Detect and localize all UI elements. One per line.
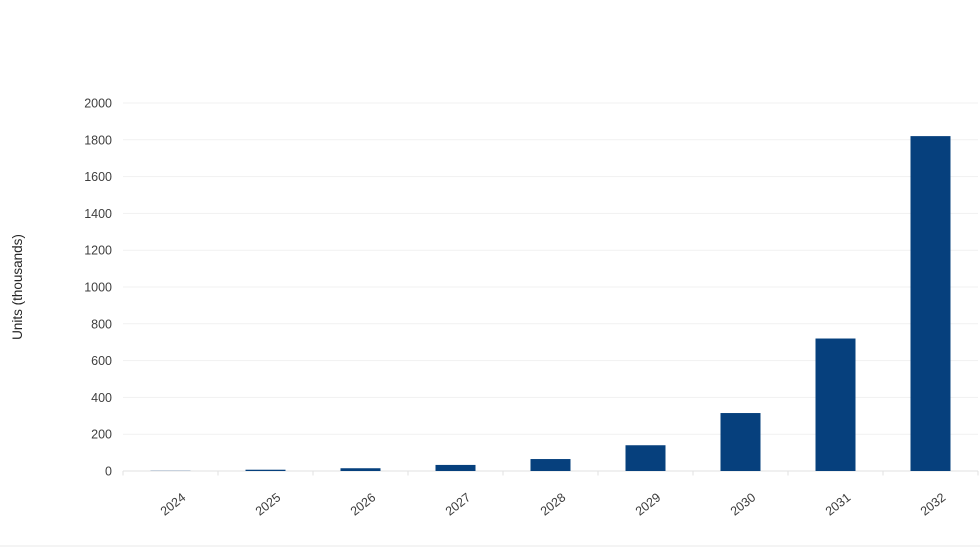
y-tick-label-1000: 1000: [84, 281, 112, 295]
y-tick-label-1200: 1200: [84, 244, 112, 258]
y-tick-label-1400: 1400: [84, 207, 112, 221]
y-tick-label-600: 600: [91, 354, 112, 368]
y-tick-label-800: 800: [91, 317, 112, 331]
bar-2029[interactable]: [625, 445, 666, 471]
bar-2026[interactable]: [340, 468, 381, 471]
bar-2031[interactable]: [815, 338, 856, 471]
y-tick-label-1600: 1600: [84, 170, 112, 184]
x-tick-label-2026: 2026: [348, 490, 379, 518]
x-tick-label-2030: 2030: [728, 490, 759, 518]
bar-2032[interactable]: [910, 136, 951, 471]
bar-2028[interactable]: [530, 459, 571, 471]
x-tick-label-2024: 2024: [158, 490, 189, 518]
y-tick-label-400: 400: [91, 391, 112, 405]
bar-2027[interactable]: [435, 464, 476, 471]
x-tick-label-2031: 2031: [823, 490, 854, 518]
x-tick-label-2032: 2032: [918, 490, 949, 518]
y-tick-label-2000: 2000: [84, 97, 112, 111]
x-tick-label-2028: 2028: [538, 490, 569, 518]
x-tick-label-2027: 2027: [443, 490, 474, 518]
x-tick-label-2025: 2025: [253, 490, 284, 518]
gridlines-layer: [122, 102, 979, 476]
x-tick-label-2029: 2029: [633, 490, 664, 518]
y-tick-label-1800: 1800: [84, 133, 112, 147]
y-tick-label-200: 200: [91, 428, 112, 442]
y-tick-label-0: 0: [105, 465, 112, 479]
y-axis-title: Units (thousands): [10, 234, 25, 340]
bar-2030[interactable]: [720, 413, 761, 471]
bars-layer: [150, 136, 951, 471]
bar-2025[interactable]: [245, 469, 286, 471]
